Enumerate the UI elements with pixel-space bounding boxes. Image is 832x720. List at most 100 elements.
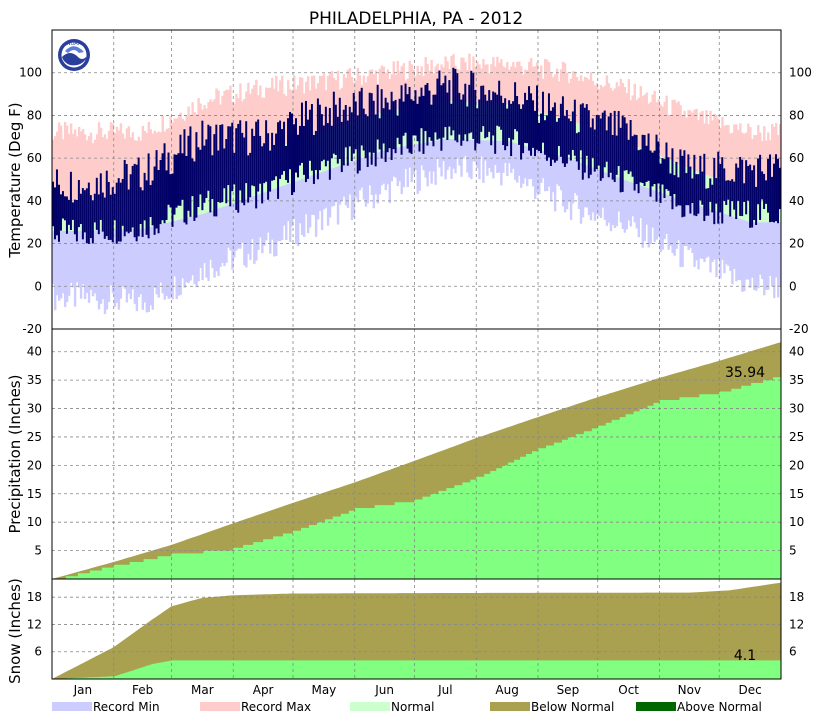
record-max-bar [539, 65, 543, 113]
record-min-bar [153, 225, 156, 288]
record-max-bar [518, 61, 521, 108]
observed-temperature-bar [627, 139, 630, 174]
observed-temperature-bar [545, 115, 548, 161]
observed-temperature-bar [213, 134, 216, 217]
record-min-bar [183, 218, 186, 288]
observed-temperature-bar [623, 117, 626, 171]
record-max-bar [295, 89, 298, 141]
observed-temperature-bar [759, 154, 762, 220]
observed-temperature-bar [561, 96, 564, 164]
record-min-bar [275, 188, 278, 256]
record-max-bar [372, 74, 376, 115]
record-min-bar [127, 229, 131, 294]
legend-label: Normal [391, 700, 434, 714]
observed-temperature-bar [221, 124, 224, 203]
record-min-bar [593, 168, 597, 221]
record-min-bar [663, 193, 666, 240]
observed-temperature-bar [115, 182, 118, 244]
record-max-bar [63, 121, 67, 201]
record-max-bar [326, 76, 330, 130]
record-min-bar [342, 164, 346, 197]
record-max-bar [729, 133, 732, 185]
observed-temperature-bar [285, 145, 288, 181]
observed-temperature-bar [456, 73, 459, 143]
record-min-bar [496, 140, 499, 174]
observed-temperature-bar [442, 83, 445, 138]
observed-temperature-bar [581, 103, 584, 180]
record-max-bar [701, 110, 704, 174]
record-max-bar [77, 126, 81, 201]
observed-temperature-bar [71, 202, 74, 220]
precipitation-tick-left: 30 [27, 402, 42, 416]
record-min-bar [191, 216, 194, 276]
observed-temperature-bar [398, 98, 401, 145]
record-min-bar [534, 148, 537, 199]
observed-temperature-bar [504, 98, 507, 151]
noaa-logo-text: NOAA [67, 41, 82, 47]
record-min-bar [514, 143, 517, 180]
record-max-bar [599, 84, 603, 133]
record-min-bar [775, 222, 778, 278]
observed-temperature-bar [215, 124, 218, 217]
record-min-bar [147, 227, 150, 313]
record-max-bar [380, 65, 384, 113]
record-min-bar [314, 174, 318, 237]
record-min-bar [749, 221, 752, 288]
record-max-bar [689, 110, 692, 169]
record-min-bar [653, 190, 656, 242]
record-min-bar [751, 222, 754, 278]
observed-temperature-bar [151, 180, 154, 226]
record-min-bar [488, 140, 491, 169]
record-max-bar [557, 81, 561, 118]
record-min-bar [400, 146, 403, 195]
observed-temperature-bar [171, 173, 174, 227]
record-max-bar [721, 117, 724, 182]
record-max-bar [334, 80, 338, 127]
record-max-bar [348, 68, 352, 123]
record-min-bar [444, 139, 447, 180]
record-max-bar [532, 66, 535, 111]
record-min-bar [69, 230, 73, 283]
observed-temperature-bar [514, 82, 517, 130]
record-min-bar [63, 230, 67, 307]
observed-temperature-bar [619, 127, 622, 193]
observed-temperature-bar [384, 97, 387, 162]
observed-temperature-bar [73, 199, 76, 235]
record-min-bar [691, 203, 694, 254]
temperature-panel: 0 0 20 20 40 40 60 60 80 80 100 100 -20 -20 Temperatu… [6, 29, 812, 336]
observed-temperature-bar [143, 172, 146, 221]
record-max-bar [673, 99, 676, 163]
record-max-bar [125, 128, 129, 197]
observed-temperature-bar [751, 170, 754, 228]
record-min-bar [298, 179, 302, 224]
record-min-bar [328, 169, 332, 218]
observed-temperature-bar [362, 108, 365, 151]
observed-temperature-bar [645, 145, 648, 182]
observed-temperature-bar [669, 173, 672, 197]
record-min-bar [673, 197, 676, 256]
temperature-tick-left: -20 [22, 322, 42, 336]
record-max-bar [691, 112, 694, 170]
record-max-bar [61, 139, 65, 201]
observed-temperature-bar [243, 137, 246, 206]
record-max-bar [398, 71, 401, 109]
precipitation-tick-right: 35 [789, 373, 804, 387]
record-max-bar [649, 102, 652, 153]
record-min-bar [468, 139, 471, 178]
record-max-bar [683, 110, 686, 167]
record-min-bar [197, 214, 200, 282]
observed-temperature-bar [179, 134, 182, 206]
record-min-bar [137, 228, 141, 298]
record-min-bar [679, 199, 682, 268]
record-max-bar [103, 134, 107, 199]
observed-temperature-bar [201, 120, 204, 211]
record-max-bar [281, 75, 284, 146]
record-min-bar [599, 170, 603, 218]
observed-temperature-bar [65, 196, 68, 234]
record-min-bar [151, 226, 154, 310]
record-min-bar [426, 142, 429, 187]
observed-temperature-bar [498, 80, 501, 127]
record-min-bar [239, 200, 242, 249]
precipitation-tick-left: 10 [27, 515, 42, 529]
observed-temperature-bar [769, 154, 772, 223]
